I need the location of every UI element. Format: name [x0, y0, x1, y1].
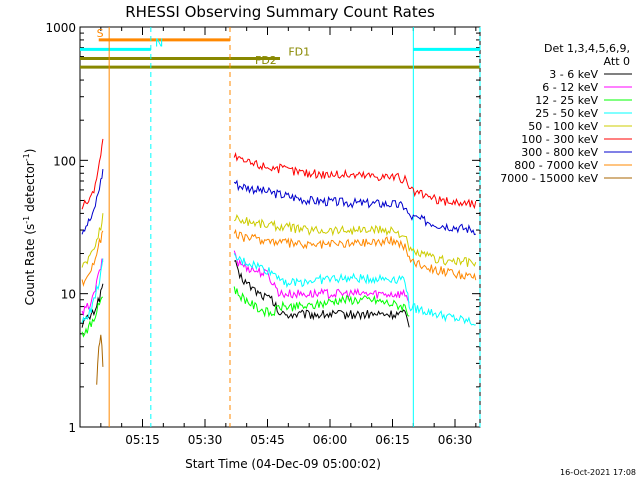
legend-entry-label: 6 - 12 keV	[542, 81, 598, 94]
legend-entry-label: 100 - 300 keV	[521, 133, 598, 146]
state-label-n: N	[155, 36, 163, 49]
y-tick-label: 100	[53, 154, 76, 168]
axis-ticks: 05:15 05:30 05:45 06:00 06:15 06:30 1 10 100 1000	[45, 21, 480, 447]
y-tick-label: 1	[68, 421, 76, 435]
vertical-markers	[108, 27, 481, 427]
y-tick-label: 1000	[45, 21, 76, 35]
x-tick-label: 06:00	[313, 433, 348, 447]
legend-entry-label: 7000 - 15000 keV	[500, 172, 598, 185]
legend-entry-label: 12 - 25 keV	[535, 94, 598, 107]
legend-entry-label: 50 - 100 keV	[528, 120, 598, 133]
legend-entry-label: 25 - 50 keV	[535, 107, 598, 120]
series-line	[81, 228, 477, 287]
y-tick-label: 10	[61, 288, 76, 302]
legend-entry-label: 300 - 800 keV	[521, 146, 598, 159]
x-tick-label: 06:30	[438, 433, 473, 447]
x-axis-label: Start Time (04-Dec-09 05:00:02)	[185, 457, 381, 471]
x-tick-label: 06:15	[375, 433, 410, 447]
series-line	[81, 253, 476, 326]
series-line	[81, 250, 410, 317]
state-label-s: S	[97, 27, 104, 40]
y-axis-label: Count Rate (s-1 detector-1)	[22, 149, 37, 306]
legend-entry-label: 3 - 6 keV	[549, 68, 598, 81]
legend-header-line1: Det 1,3,4,5,6,9,	[544, 42, 630, 55]
y-label-sup2: -1	[22, 153, 31, 161]
series-line	[81, 286, 410, 338]
y-label-mid: detector	[23, 161, 37, 216]
state-label-fd2: FD2	[255, 54, 277, 67]
x-tick-label: 05:15	[125, 433, 160, 447]
series-line	[81, 213, 477, 268]
legend-entry-label: 800 - 7000 keV	[514, 159, 598, 172]
x-tick-label: 05:30	[188, 433, 223, 447]
y-label-sup1: -1	[22, 216, 31, 224]
series-line	[81, 169, 476, 236]
series-line	[96, 334, 104, 385]
state-label-fd1: FD1	[288, 46, 310, 59]
legend-header-line2: Att 0	[604, 55, 630, 68]
x-tick-label: 05:45	[250, 433, 285, 447]
y-label-end: )	[23, 149, 37, 154]
plot-area: 05:15 05:30 05:45 06:00 06:15 06:30 1 10 100 1000…	[45, 21, 481, 447]
series-lines	[81, 138, 477, 385]
series-line	[81, 260, 410, 328]
generated-timestamp: 16-Oct-2021 17:08	[560, 468, 636, 477]
series-line	[81, 138, 477, 210]
chart-title: RHESSI Observing Summary Count Rates	[125, 3, 435, 21]
y-label-main: Count Rate (s	[23, 224, 37, 306]
plot-frame	[79, 26, 481, 428]
attenuator-state-bars: S N FD1 FD2	[80, 27, 480, 69]
